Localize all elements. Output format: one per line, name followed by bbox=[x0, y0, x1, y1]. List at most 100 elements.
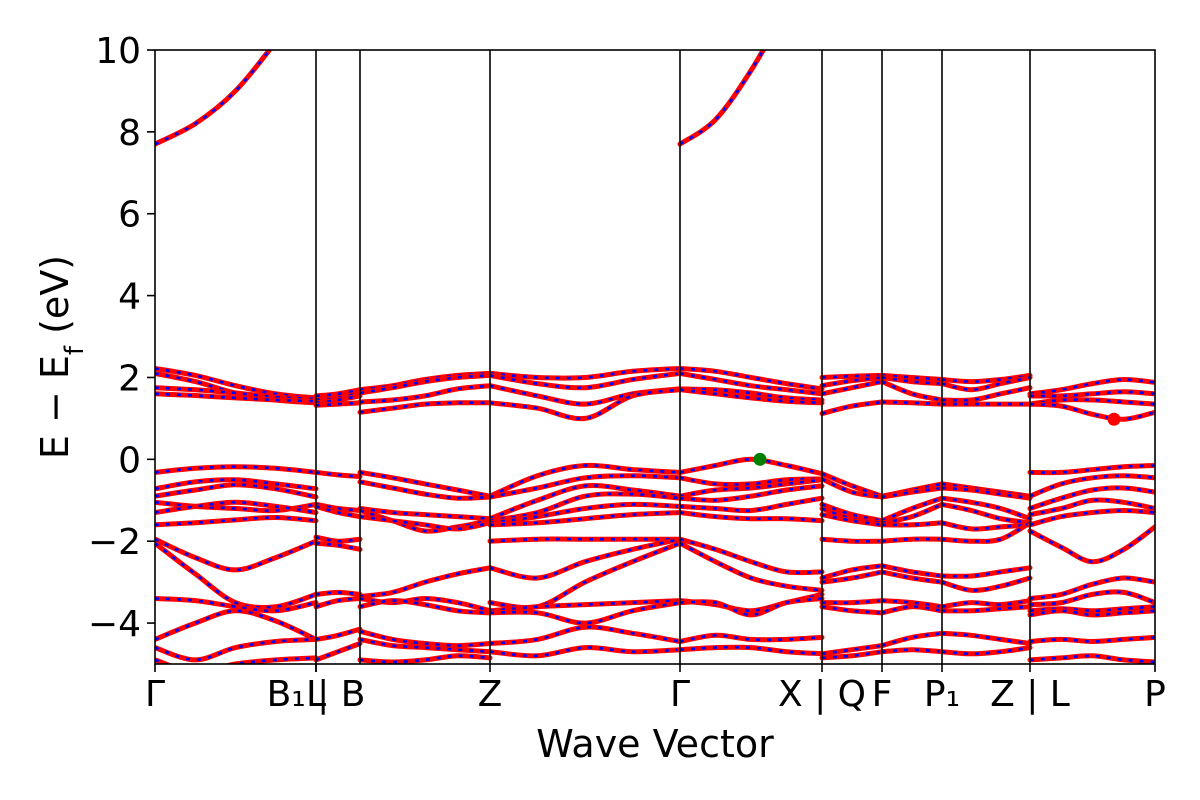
band-line-3-10 bbox=[487, 536, 683, 544]
band-dash-4-0 bbox=[679, 50, 765, 146]
band-dash-2-1 bbox=[359, 374, 491, 395]
band-line-5-8 bbox=[819, 512, 885, 528]
band-line-4-10 bbox=[677, 510, 825, 524]
band-dash-4-10 bbox=[679, 511, 823, 522]
band-dash-2-13 bbox=[359, 638, 491, 653]
band-line-6-15 bbox=[879, 647, 945, 655]
band-dash-4-7 bbox=[679, 478, 823, 498]
band-dash-2-3 bbox=[359, 401, 491, 414]
y-tick-label: 4 bbox=[118, 277, 141, 318]
band-dash-2-6 bbox=[359, 507, 491, 520]
band-line-3-15 bbox=[487, 624, 683, 646]
band-line-3-16 bbox=[487, 645, 683, 659]
band-dash-0-13 bbox=[155, 597, 317, 613]
band-line-6-10 bbox=[879, 563, 945, 579]
band-line-2-3 bbox=[357, 400, 493, 415]
band-dash-1-10 bbox=[315, 597, 361, 608]
x-axis-label: Wave Vector bbox=[536, 722, 774, 766]
band-dash-0-12 bbox=[155, 542, 317, 609]
band-dash-6-6 bbox=[881, 496, 943, 522]
x-tick-label-2: B₁ | B bbox=[267, 674, 366, 715]
band-dash-8-6 bbox=[1029, 486, 1155, 510]
band-line-0-15 bbox=[155, 636, 319, 663]
band-line-8-7 bbox=[1027, 497, 1155, 518]
band-line-5-0 bbox=[819, 372, 885, 380]
band-line-8-5 bbox=[1027, 473, 1155, 499]
y-tick-label: 0 bbox=[118, 440, 141, 481]
band-line-5-15 bbox=[819, 649, 885, 661]
band-dash-7-11 bbox=[941, 576, 1031, 592]
band-dash-4-11 bbox=[679, 537, 823, 574]
band-dash-1-8 bbox=[315, 541, 361, 551]
band-dash-6-7 bbox=[881, 503, 943, 525]
band-line-8-14 bbox=[1027, 634, 1155, 645]
band-line-3-5 bbox=[487, 473, 683, 500]
band-dash-0-11 bbox=[155, 538, 317, 572]
y-tick-label: −2 bbox=[88, 522, 141, 563]
band-dash-3-11 bbox=[489, 537, 681, 580]
band-dash-3-3 bbox=[489, 388, 681, 420]
band-dash-7-9 bbox=[941, 521, 1031, 543]
band-dash-3-12 bbox=[489, 541, 681, 609]
band-line-6-1 bbox=[879, 375, 945, 387]
x-tick-label-5: X | Q bbox=[778, 674, 866, 715]
cbm-marker bbox=[1107, 412, 1121, 426]
band-line-3-9 bbox=[487, 510, 683, 528]
band-dash-7-15 bbox=[941, 646, 1031, 656]
band-dash-7-12 bbox=[941, 599, 1031, 608]
band-lines bbox=[155, 50, 1155, 664]
band-line-6-3 bbox=[879, 399, 945, 407]
x-tick-label-4: Γ bbox=[670, 674, 690, 715]
y-tick-label: 2 bbox=[118, 358, 141, 399]
band-line-8-0 bbox=[1027, 376, 1155, 397]
band-dash-7-2 bbox=[941, 386, 1031, 402]
band-dash-1-11 bbox=[315, 627, 361, 641]
band-dash-4-1 bbox=[679, 367, 823, 391]
band-dash-8-5 bbox=[1029, 474, 1155, 498]
band-line-6-8 bbox=[879, 520, 945, 528]
x-tick-label-6: F bbox=[872, 674, 893, 715]
band-line-8-15 bbox=[1027, 653, 1155, 664]
band-line-3-0 bbox=[487, 366, 683, 381]
band-line-5-10 bbox=[819, 563, 885, 581]
x-tick-label-0: Γ bbox=[145, 674, 165, 715]
band-line-5-1 bbox=[819, 375, 885, 389]
y-tick-label: 8 bbox=[118, 113, 141, 154]
band-dash-4-14 bbox=[679, 597, 823, 617]
band-dash-7-5 bbox=[941, 486, 1031, 500]
band-line-0-14 bbox=[155, 608, 319, 642]
x-tick-label-7: P₁ bbox=[924, 674, 960, 715]
x-axis-ticks: Γ LB₁ | B Z Γ X | Q F P₁ Z | L P bbox=[145, 664, 1166, 715]
band-dash-1-2 bbox=[315, 394, 361, 405]
band-dash-2-4 bbox=[359, 471, 491, 498]
band-dash-7-6 bbox=[941, 496, 1031, 520]
band-line-6-11 bbox=[879, 569, 945, 585]
band-line-8-13 bbox=[1027, 608, 1155, 618]
band-line-4-14 bbox=[677, 596, 825, 618]
band-line-8-1 bbox=[1027, 389, 1155, 399]
band-dash-1-3 bbox=[315, 401, 361, 407]
extrema-markers bbox=[753, 412, 1121, 466]
band-dash-0-4 bbox=[155, 392, 317, 403]
band-line-8-8 bbox=[1027, 507, 1155, 528]
band-line-0-16 bbox=[155, 655, 319, 664]
band-dash-8-9 bbox=[1029, 525, 1155, 564]
band-dash-0-5 bbox=[155, 465, 317, 474]
band-dash-3-10 bbox=[489, 537, 680, 543]
band-dash-2-11 bbox=[359, 599, 491, 615]
band-dash-0-7 bbox=[155, 483, 317, 499]
band-dash-4-12 bbox=[679, 542, 823, 592]
y-tick-label: 6 bbox=[118, 195, 141, 236]
band-line-6-0 bbox=[879, 372, 945, 382]
band-dash-7-8 bbox=[941, 521, 1031, 531]
band-dash-4-8 bbox=[679, 484, 823, 502]
band-dash-4-4 bbox=[679, 388, 823, 405]
band-dash-1-9 bbox=[315, 591, 361, 596]
band-dash-0-0 bbox=[155, 50, 272, 146]
band-dash-2-12 bbox=[359, 630, 491, 647]
band-dash-2-2 bbox=[359, 384, 491, 404]
band-dash-4-3 bbox=[679, 387, 823, 402]
band-dash-6-2 bbox=[881, 380, 943, 402]
y-tick-label: 10 bbox=[95, 31, 141, 72]
